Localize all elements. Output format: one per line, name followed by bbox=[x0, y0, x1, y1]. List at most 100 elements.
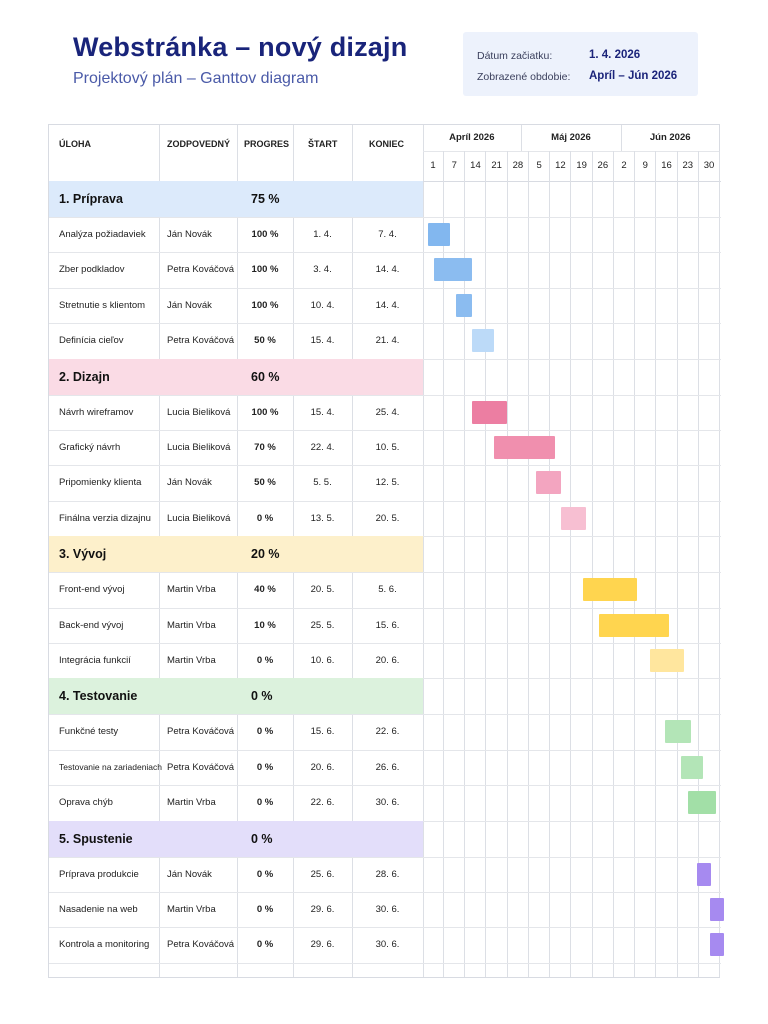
task-name: Testovanie na zariadeniach bbox=[59, 761, 163, 772]
grid-line bbox=[49, 856, 721, 858]
timeline-day: 1 bbox=[430, 160, 436, 171]
table-row: Návrh wireframov Lucia Bieliková 100 % 15. … bbox=[49, 395, 721, 430]
timeline-day: 7 bbox=[451, 160, 457, 171]
task-start: 22. 4. bbox=[310, 442, 335, 453]
gantt-table: ÚLOHA ZODPOVEDNÝ PROGRES ŠTART KONIEC Ap… bbox=[48, 124, 724, 978]
timeline-day: 5 bbox=[536, 160, 542, 171]
gantt-bar[interactable] bbox=[709, 933, 724, 957]
group-header: 5. Spustenie 0 % bbox=[49, 820, 423, 857]
task-name: Definícia cieľov bbox=[59, 335, 124, 347]
task-owner: Lucia Bieliková bbox=[167, 442, 231, 453]
gantt-bar[interactable] bbox=[560, 506, 587, 530]
timeline-day: 9 bbox=[642, 160, 648, 171]
grid-line bbox=[464, 151, 466, 977]
task-name: Pripomienky klienta bbox=[59, 477, 142, 489]
task-owner: Martin Vrba bbox=[167, 904, 216, 915]
grid-line bbox=[49, 572, 721, 574]
task-owner: Martin Vrba bbox=[167, 584, 216, 596]
task-start: 10. 4. bbox=[310, 299, 335, 311]
task-name: Návrh wireframov bbox=[59, 406, 134, 418]
task-progress: 0 % bbox=[256, 797, 274, 809]
gantt-bar[interactable] bbox=[428, 223, 451, 246]
task-owner: Ján Novák bbox=[167, 477, 212, 489]
page-subtitle: Projektový plán – Ganttov diagram bbox=[73, 70, 319, 87]
gantt-bar[interactable] bbox=[535, 471, 561, 495]
group-header: 1. Príprava 75 % bbox=[49, 181, 423, 217]
task-end: 26. 6. bbox=[375, 761, 400, 773]
table-row: Nasadenie na web Martin Vrba 0 % 29. 6. 30. … bbox=[49, 892, 724, 927]
task-owner: Ján Novák bbox=[167, 229, 212, 240]
table-row: Zber podkladov Petra Kováčová 100 % 3. 4. 14… bbox=[49, 252, 721, 287]
gantt-bar[interactable] bbox=[434, 258, 473, 282]
task-end: 7. 4. bbox=[378, 229, 397, 240]
gantt-bar[interactable] bbox=[598, 613, 669, 637]
grid-line bbox=[49, 430, 721, 431]
gantt-bar[interactable] bbox=[649, 649, 685, 672]
grid-line bbox=[655, 151, 657, 977]
task-start: 20. 6. bbox=[310, 761, 335, 773]
gantt-bar[interactable] bbox=[472, 400, 508, 424]
table-row: Kontrola a monitoring Petra Kováčová 0 % 29… bbox=[49, 927, 724, 962]
grid-line bbox=[49, 500, 721, 502]
grid-line bbox=[527, 151, 529, 977]
gantt-bar[interactable] bbox=[709, 898, 724, 921]
gantt-bar[interactable] bbox=[583, 578, 637, 602]
column-header-task: ÚLOHA bbox=[59, 139, 91, 149]
task-end: 30. 6. bbox=[375, 904, 400, 915]
task-start: 13. 5. bbox=[310, 512, 335, 524]
task-name: Príprava produkcie bbox=[59, 868, 139, 880]
task-start: 15. 4. bbox=[310, 335, 335, 347]
grid-line bbox=[49, 287, 721, 289]
column-header-start: ŠTART bbox=[308, 139, 338, 149]
grid-line bbox=[49, 962, 721, 964]
task-progress: 100 % bbox=[251, 264, 279, 276]
gantt-bar[interactable] bbox=[665, 720, 691, 744]
gantt-bar[interactable] bbox=[494, 436, 555, 459]
start-date-label: Dátum začiatku: bbox=[477, 50, 553, 62]
column-header-progress: PROGRES bbox=[244, 139, 290, 149]
grid-line bbox=[49, 252, 721, 254]
task-start: 29. 6. bbox=[310, 904, 335, 915]
task-end: 30. 6. bbox=[375, 939, 400, 951]
grid-line bbox=[697, 151, 699, 977]
table-row: Funkčné testy Petra Kováčová 0 % 15. 6. 22. … bbox=[49, 714, 721, 749]
gantt-bar[interactable] bbox=[697, 862, 711, 886]
task-name: Grafický návrh bbox=[59, 442, 121, 453]
group-title: 4. Testovanie bbox=[59, 689, 138, 704]
grid-line bbox=[49, 927, 721, 929]
gantt-bar[interactable] bbox=[456, 293, 473, 317]
task-end: 20. 5. bbox=[375, 512, 400, 524]
task-name: Back-end vývoj bbox=[59, 619, 124, 631]
grid-line bbox=[719, 151, 720, 977]
timeline-day: 14 bbox=[470, 160, 481, 171]
gantt-bar[interactable] bbox=[681, 755, 704, 779]
task-start: 29. 6. bbox=[310, 939, 335, 951]
task-end: 5. 6. bbox=[378, 584, 397, 596]
timeline-month: Jún 2026 bbox=[649, 132, 691, 143]
task-start: 25. 6. bbox=[310, 868, 335, 880]
table-row: Grafický návrh Lucia Bieliková 70 % 22. 4. 1… bbox=[49, 430, 721, 465]
task-progress: 10 % bbox=[254, 619, 276, 631]
grid-line bbox=[634, 151, 636, 977]
column-header-owner: ZODPOVEDNÝ bbox=[167, 139, 231, 149]
group-title: 2. Dizajn bbox=[59, 369, 110, 384]
grid-line bbox=[570, 151, 572, 977]
task-progress: 0 % bbox=[256, 761, 274, 773]
task-name: Stretnutie s klientom bbox=[59, 299, 146, 311]
timeline-day: 26 bbox=[597, 160, 609, 171]
timeline-day: 19 bbox=[576, 160, 587, 171]
timeline-day: 16 bbox=[661, 160, 672, 171]
gantt-bar[interactable] bbox=[472, 329, 495, 353]
task-end: 10. 5. bbox=[375, 442, 400, 453]
period-label: Zobrazené obdobie: bbox=[477, 71, 571, 83]
task-end: 21. 4. bbox=[375, 335, 400, 347]
table-row: Pripomienky klienta Ján Novák 50 % 5. 5. 12.… bbox=[49, 465, 721, 500]
table-row: Definícia cieľov Petra Kováčová 50 % 15. 4.… bbox=[49, 323, 721, 358]
group-progress: 0 % bbox=[251, 689, 273, 704]
task-start: 20. 5. bbox=[310, 584, 335, 596]
task-progress: 50 % bbox=[254, 477, 276, 489]
task-progress: 0 % bbox=[256, 939, 274, 951]
table-row: Testovanie na zariadeniach Petra Kováčová… bbox=[49, 750, 721, 785]
task-name: Integrácia funkcií bbox=[59, 655, 131, 666]
gantt-bar[interactable] bbox=[687, 791, 716, 815]
